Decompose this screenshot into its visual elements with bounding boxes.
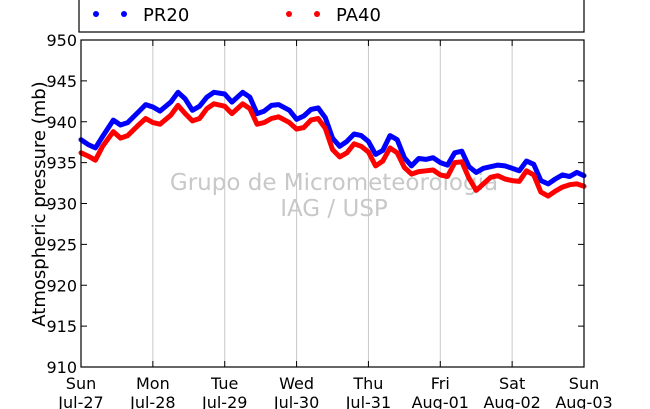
- x-tick-label-date: Jul-28: [129, 393, 175, 409]
- legend-label-pa40: PA40: [336, 5, 381, 26]
- y-tick-label: 950: [46, 31, 77, 50]
- legend-marker-pr20: [93, 11, 99, 17]
- x-tick-label-day: Sun: [569, 374, 599, 393]
- x-tick-label-day: Wed: [279, 374, 314, 393]
- y-tick-label: 925: [46, 235, 77, 254]
- y-tick-label: 930: [46, 195, 77, 214]
- y-axis: 910 915 920 925 930 935 940 945 950: [46, 31, 584, 377]
- legend-box: [78, 0, 585, 33]
- x-tick-label-date: Jul-31: [345, 393, 391, 409]
- x-tick-label-date: Jul-27: [57, 393, 103, 409]
- legend-marker-pa40: [286, 11, 292, 17]
- x-tick-label-day: Sun: [66, 374, 96, 393]
- x-tick-label-day: Thu: [352, 374, 383, 393]
- x-axis: SunJul-27MonJul-28TueJul-29WedJul-30ThuJ…: [57, 40, 613, 409]
- legend-marker-pa40: [314, 11, 320, 17]
- x-tick-label-day: Fri: [431, 374, 450, 393]
- legend-marker-pr20: [121, 11, 127, 17]
- y-tick-label: 940: [46, 113, 77, 132]
- y-tick-label: 915: [46, 317, 77, 336]
- series-line-pr20: [78, 89, 587, 187]
- watermark: Grupo de Micrometeorologia IAG / USP: [170, 170, 498, 222]
- y-tick-label: 910: [46, 358, 77, 377]
- x-tick-label-date: Jul-30: [273, 393, 319, 409]
- x-tick-label-date: Aug-01: [412, 393, 469, 409]
- y-axis-label: Atmospheric pressure (mb): [29, 81, 50, 326]
- x-tick-label-date: Jul-29: [201, 393, 247, 409]
- x-tick-label-day: Tue: [210, 374, 238, 393]
- series-line-pa40: [78, 101, 587, 199]
- y-tick-label: 935: [46, 154, 77, 173]
- x-tick-label-day: Sat: [499, 374, 525, 393]
- x-tick-label-date: Aug-03: [555, 393, 612, 409]
- watermark-line-2: IAG / USP: [280, 196, 388, 222]
- legend: PR20 PA40: [78, 0, 585, 33]
- y-tick-label: 920: [46, 276, 77, 295]
- series-layer: [78, 89, 587, 199]
- y-tick-label: 945: [46, 72, 77, 91]
- legend-label-pr20: PR20: [143, 5, 189, 26]
- x-tick-label-date: Aug-02: [483, 393, 540, 409]
- x-tick-label-day: Mon: [136, 374, 170, 393]
